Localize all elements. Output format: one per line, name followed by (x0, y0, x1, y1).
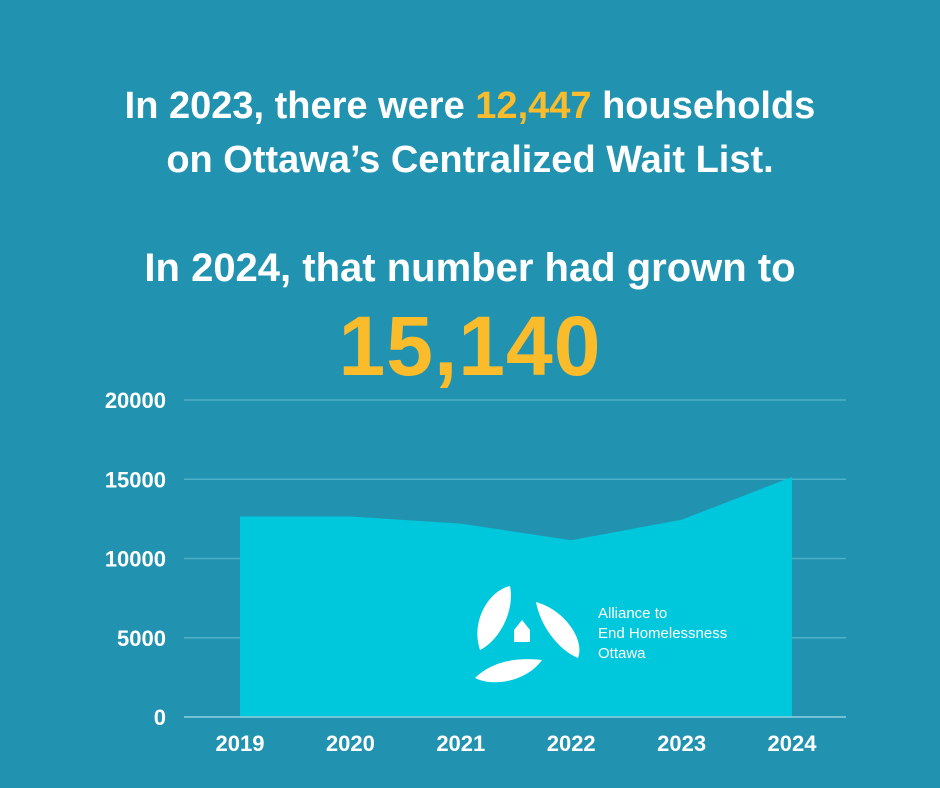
alliance-logo: Alliance to End Homelessness Ottawa (470, 580, 770, 690)
x-tick-label: 2023 (657, 731, 706, 756)
y-tick-label: 5000 (117, 626, 166, 651)
logo-text: Alliance to End Homelessness Ottawa (598, 604, 727, 664)
headline-line-1: In 2023, there were 12,447 households (0, 84, 940, 128)
headline-line-3: In 2024, that number had grown to (144, 246, 796, 290)
area-series (240, 477, 792, 717)
y-tick-label: 0 (154, 705, 166, 730)
logo-line: Alliance to (598, 605, 668, 622)
x-tick-label: 2022 (547, 731, 596, 756)
x-tick-label: 2024 (768, 731, 818, 756)
logo-line: End Homelessness (598, 625, 728, 642)
logo-line: Ottawa (598, 645, 646, 662)
y-tick-label: 20000 (105, 388, 166, 413)
y-tick-label: 15000 (105, 467, 166, 492)
y-tick-label: 10000 (105, 547, 166, 572)
headline-2023-count: 12,447 (475, 85, 592, 127)
headline-text: In 2023, there were (124, 85, 476, 127)
headline-text: households (591, 85, 816, 127)
x-tick-label: 2020 (326, 731, 375, 756)
headline-line-2: on Ottawa’s Centralized Wait List. (166, 139, 774, 181)
x-tick-label: 2021 (436, 731, 485, 756)
logo-mark-icon (475, 586, 580, 683)
big-number-2024: 15,140 (338, 299, 602, 393)
x-tick-label: 2019 (216, 731, 265, 756)
